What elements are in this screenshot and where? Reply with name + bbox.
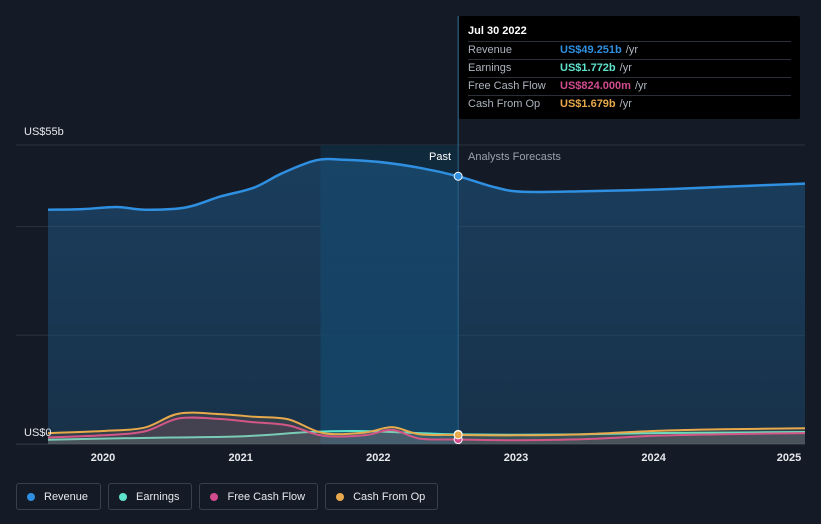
revenue-line <box>47 157 806 211</box>
y-min-label: US$0 <box>24 427 52 439</box>
markers <box>453 171 463 445</box>
revenue-area <box>48 158 805 444</box>
x-tick-label: 2020 <box>91 452 115 464</box>
tooltip-row: Cash From Op US$1.679b/yr <box>468 95 791 113</box>
legend-label: Cash From Op <box>353 490 426 503</box>
x-tick-label: 2022 <box>366 452 390 464</box>
legend-dot-icon <box>336 492 345 501</box>
x-tick-label: 2021 <box>228 452 252 464</box>
x-axis-ticks: 2020 2021 2022 2023 2024 2025 <box>16 444 805 464</box>
x-tick-label: 2023 <box>504 452 528 464</box>
legend-label: Free Cash Flow <box>227 490 306 503</box>
legend-dot-icon <box>210 492 219 501</box>
y-max-label: US$55b <box>24 126 64 138</box>
tooltip-row-unit: /yr <box>619 62 632 74</box>
axis-labels: US$55b US$0 Past Analysts Forecasts <box>24 126 561 439</box>
x-tick-label: 2024 <box>641 452 666 464</box>
revenue-marker <box>453 171 463 181</box>
cash-from-op-line <box>47 411 806 437</box>
tooltip-row-unit: /yr <box>619 98 632 110</box>
tooltip-row-value: US$824.000m <box>560 80 631 92</box>
legend-dot-icon <box>119 492 128 501</box>
legend: Revenue Earnings Free Cash Flow Cash From O… <box>16 483 439 510</box>
tooltip: Jul 30 2022 Revenue US$49.251b/yr Earnings… <box>459 16 800 119</box>
tooltip-row-value: US$1.679b <box>560 98 616 110</box>
legend-item-free-cash-flow[interactable]: Free Cash Flow <box>199 483 319 510</box>
past-label: Past <box>429 151 451 163</box>
cash-from-op-area <box>48 412 805 444</box>
legend-label: Revenue <box>44 490 89 503</box>
legend-label: Earnings <box>136 490 180 503</box>
tooltip-row-name: Revenue <box>468 44 513 56</box>
tooltip-row-name: Free Cash Flow <box>468 80 546 92</box>
tooltip-row: Earnings US$1.772b/yr <box>468 59 791 77</box>
tooltip-row-unit: /yr <box>625 44 638 56</box>
tooltip-row: Revenue US$49.251b/yr <box>468 41 791 59</box>
free-cash-flow-line <box>47 416 806 442</box>
tooltip-row: Free Cash Flow US$824.000m/yr <box>468 77 791 95</box>
legend-dot-icon <box>27 492 35 501</box>
tooltip-date: Jul 30 2022 <box>468 25 527 37</box>
tooltip-row-value: US$49.251b <box>560 44 622 56</box>
tooltip-row-unit: /yr <box>634 80 648 92</box>
forecast-label: Analysts Forecasts <box>468 151 561 163</box>
tooltip-row-name: Earnings <box>468 62 512 74</box>
legend-item-cash-from-op[interactable]: Cash From Op <box>325 483 439 510</box>
free-cash-flow-area <box>48 417 805 444</box>
series-layer <box>47 157 806 444</box>
legend-item-earnings[interactable]: Earnings <box>108 483 193 510</box>
tooltip-row-name: Cash From Op <box>468 98 541 110</box>
legend-item-revenue[interactable]: Revenue <box>16 483 102 510</box>
x-tick-label: 2025 <box>777 452 801 464</box>
tooltip-row-value: US$1.772b <box>560 62 616 74</box>
cash-from-op-marker <box>453 430 463 440</box>
